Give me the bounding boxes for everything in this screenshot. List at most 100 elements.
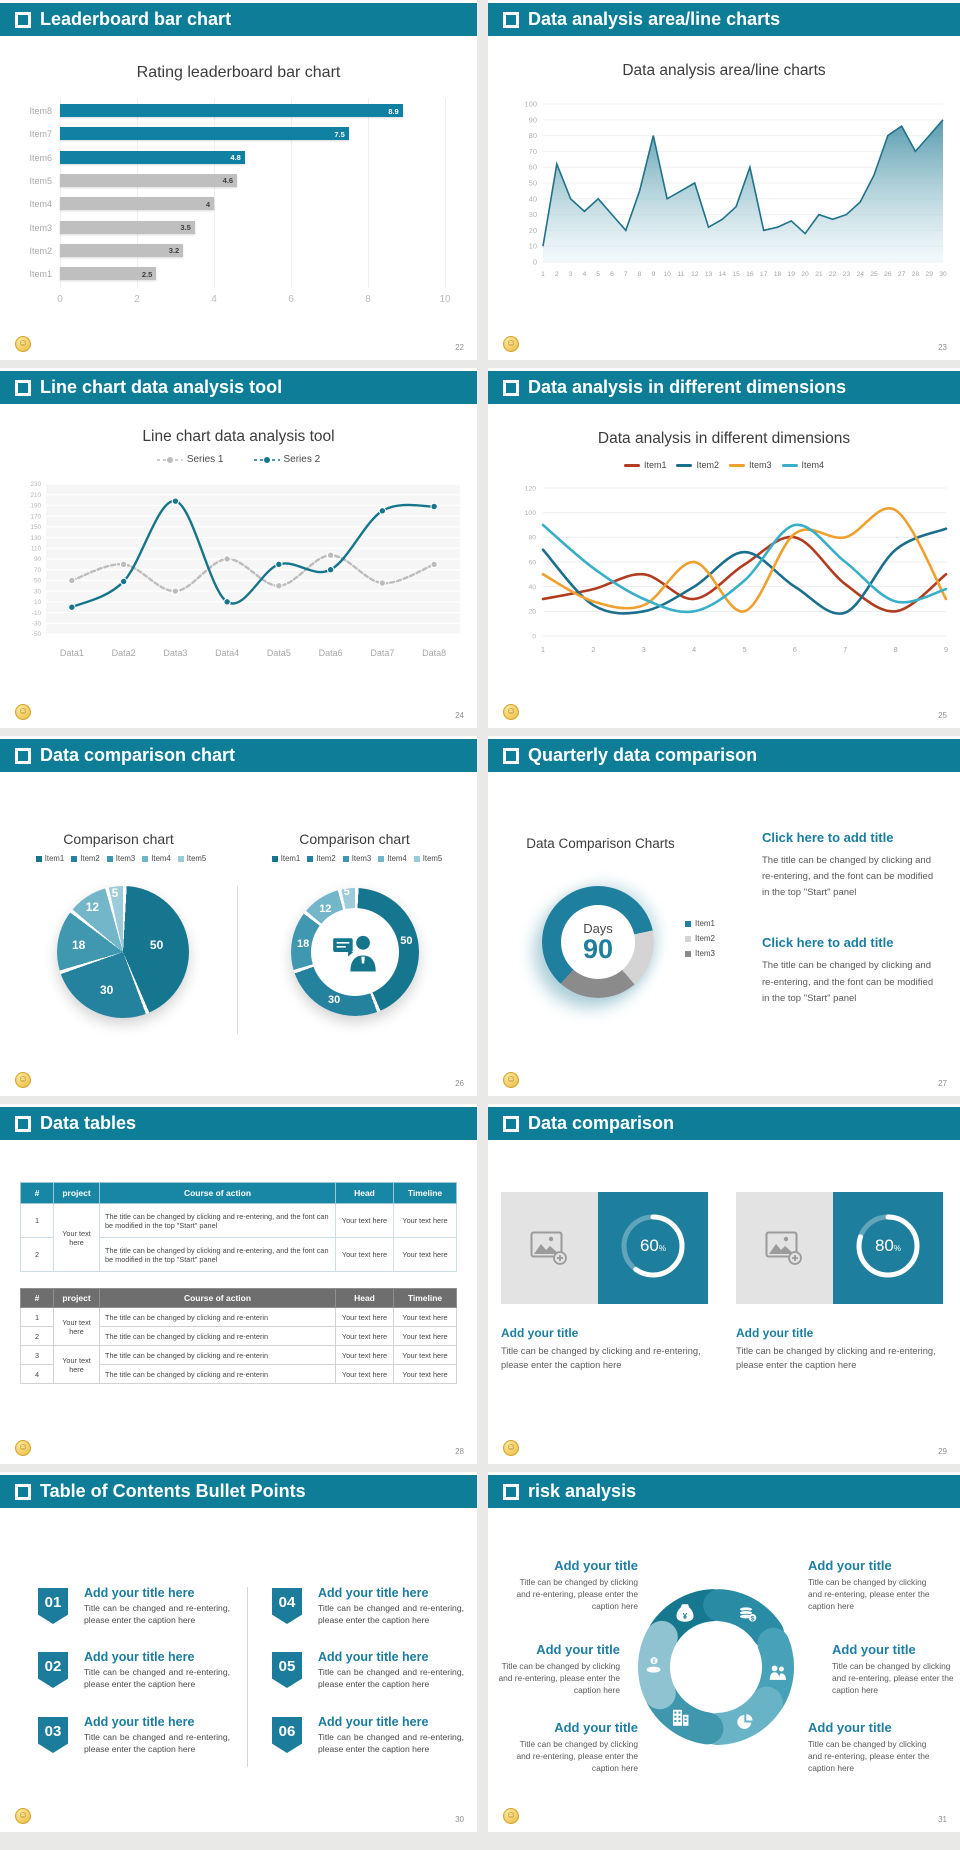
bar-value: 4.8	[230, 153, 241, 163]
table-header-cell: #	[20, 1288, 54, 1308]
risk-block: Add your title Title can be changed by cl…	[808, 1558, 936, 1613]
pie-slice-label: 5	[343, 885, 350, 898]
slide-leaderboard-bar-chart[interactable]: Leaderboard bar chart Rating leaderboard…	[0, 0, 477, 360]
svg-text:6: 6	[793, 645, 797, 654]
progress-ring: 60%	[621, 1214, 685, 1278]
legend-label: Item3	[695, 949, 716, 958]
svg-text:100: 100	[524, 100, 537, 109]
block-title: Click here to add title	[762, 830, 894, 845]
pie-slice-label: 12	[319, 902, 332, 915]
logo-icon: ☺	[503, 1072, 519, 1088]
svg-text:28: 28	[912, 271, 920, 278]
legend-marker-icon	[676, 463, 693, 467]
slide-header: risk analysis	[488, 1475, 960, 1508]
toc-badge: 01	[38, 1588, 68, 1624]
pie-slice-label: 50	[149, 938, 164, 953]
bar-value: 2.5	[141, 269, 153, 279]
svg-text:0: 0	[533, 258, 537, 267]
svg-text:29: 29	[925, 271, 933, 278]
toc-item-title: Add your title here	[84, 1586, 195, 1600]
svg-text:130: 130	[30, 535, 41, 542]
image-placeholder-icon	[765, 1231, 802, 1265]
legend-item: Series 2	[253, 454, 320, 465]
slide-risk-analysis[interactable]: risk analysis ¥ $ ¥ Add your title Title can…	[488, 1472, 960, 1832]
legend-marker-icon	[342, 855, 349, 862]
slide-toc-bullet-points[interactable]: Table of Contents Bullet Points 01 Add yo…	[0, 1472, 477, 1832]
slide-dimensions-chart[interactable]: Data analysis in different dimensions Da…	[488, 368, 960, 728]
slide-area-line-charts[interactable]: Data analysis area/line charts Data anal…	[488, 0, 960, 360]
slide-header: Data analysis in different dimensions	[488, 371, 960, 404]
bar-value: 3.5	[180, 223, 191, 232]
slide-header: Data comparison	[488, 1107, 960, 1140]
svg-text:50: 50	[34, 578, 42, 585]
pinwheel-diagram: ¥ $ ¥	[638, 1589, 794, 1745]
table-row: 1 Your text here The title can be changed …	[20, 1307, 457, 1346]
logo-icon: ☺	[15, 704, 31, 720]
bar-category-label: Item4	[29, 199, 52, 210]
toc-item: Add your title here Title can be changed …	[318, 1650, 468, 1690]
risk-block-title: Add your title	[554, 1558, 638, 1573]
divider	[237, 886, 238, 1034]
toc-badge: 05	[272, 1652, 302, 1688]
slide-data-comparison-chart[interactable]: Data comparison chart Comparison chart C…	[0, 736, 477, 1096]
bar-category-label: Item2	[29, 245, 52, 256]
legend-marker-icon	[623, 463, 640, 467]
area-chart: 0 10 20 30 40 50 60 70 80 90 100 1 2 3 4 5 6 7 8 9 10 11 12 13 1…	[488, 92, 960, 302]
progress-panel: 80%	[833, 1192, 943, 1304]
slide-data-comparison-cards[interactable]: Data comparison 60% Add your title Title c…	[488, 1104, 960, 1464]
bar-value: 4	[205, 199, 210, 209]
svg-text:80: 80	[529, 131, 537, 140]
bar-value: 4.6	[222, 176, 234, 186]
legend-item: Item5	[413, 854, 442, 863]
slide-data-tables[interactable]: Data tables # project Course of action Head…	[0, 1104, 477, 1464]
bar-value: 7.5	[334, 129, 345, 139]
slide-header-title: Data comparison chart	[40, 745, 236, 765]
chart-title: Data analysis area/line charts	[622, 62, 826, 79]
legend-label: Series 1	[186, 454, 224, 465]
slide-line-chart-tool[interactable]: Line chart data analysis tool Line chart…	[0, 368, 477, 728]
bar: 3.2	[60, 243, 184, 257]
logo-icon: ☺	[503, 336, 519, 352]
x-tick-label: 8	[365, 294, 371, 305]
risk-block-title: Add your title	[808, 1720, 892, 1735]
legend-marker-icon	[271, 855, 278, 862]
page-number: 27	[938, 1079, 947, 1088]
pie-chart	[57, 886, 189, 1018]
toc-item-title: Add your title here	[84, 1650, 195, 1664]
svg-text:8: 8	[638, 271, 642, 278]
slide-header-title: Data analysis in different dimensions	[528, 377, 847, 397]
bar: 3.5	[60, 220, 195, 234]
image-placeholder-panel	[736, 1192, 833, 1304]
square-bullet-icon	[503, 747, 519, 764]
svg-text:170: 170	[30, 513, 41, 520]
svg-text:17: 17	[760, 271, 768, 278]
legend-marker-icon	[781, 463, 798, 467]
svg-text:6: 6	[610, 271, 614, 278]
building-icon	[672, 1709, 689, 1726]
bar: 4.6	[60, 173, 238, 187]
legend-item: Item2	[685, 934, 715, 943]
toc-item-title: Add your title here	[318, 1586, 429, 1600]
square-bullet-icon	[503, 1115, 519, 1132]
svg-text:27: 27	[898, 271, 906, 278]
text-blocks: Click here to add title The title can be …	[762, 830, 934, 1007]
svg-text:Data7: Data7	[370, 648, 394, 658]
gridline	[214, 98, 215, 288]
risk-block-caption: Title can be changed by clicking and re-…	[808, 1739, 930, 1774]
svg-text:10: 10	[663, 271, 671, 278]
legend-item: Item3	[685, 949, 715, 958]
legend-item: Item5	[177, 854, 206, 863]
svg-text:15: 15	[732, 271, 740, 278]
legend-label: Item2	[696, 460, 719, 470]
logo-icon: ☺	[503, 1808, 519, 1824]
toc-item: Add your title here Title can be changed …	[84, 1650, 234, 1690]
table-header-cell: #	[20, 1182, 54, 1204]
legend-item: Item3	[106, 854, 135, 863]
progress-ring: 80%	[856, 1214, 920, 1278]
bar: 4.8	[60, 150, 245, 164]
toc-container: 01 Add your title here Title can be change…	[0, 1472, 477, 1832]
toc-item-title: Add your title here	[318, 1715, 429, 1729]
risk-block-title: Add your title	[536, 1642, 620, 1657]
svg-text:7: 7	[624, 271, 628, 278]
slide-quarterly-comparison[interactable]: Quarterly data comparison Data Compariso…	[488, 736, 960, 1096]
